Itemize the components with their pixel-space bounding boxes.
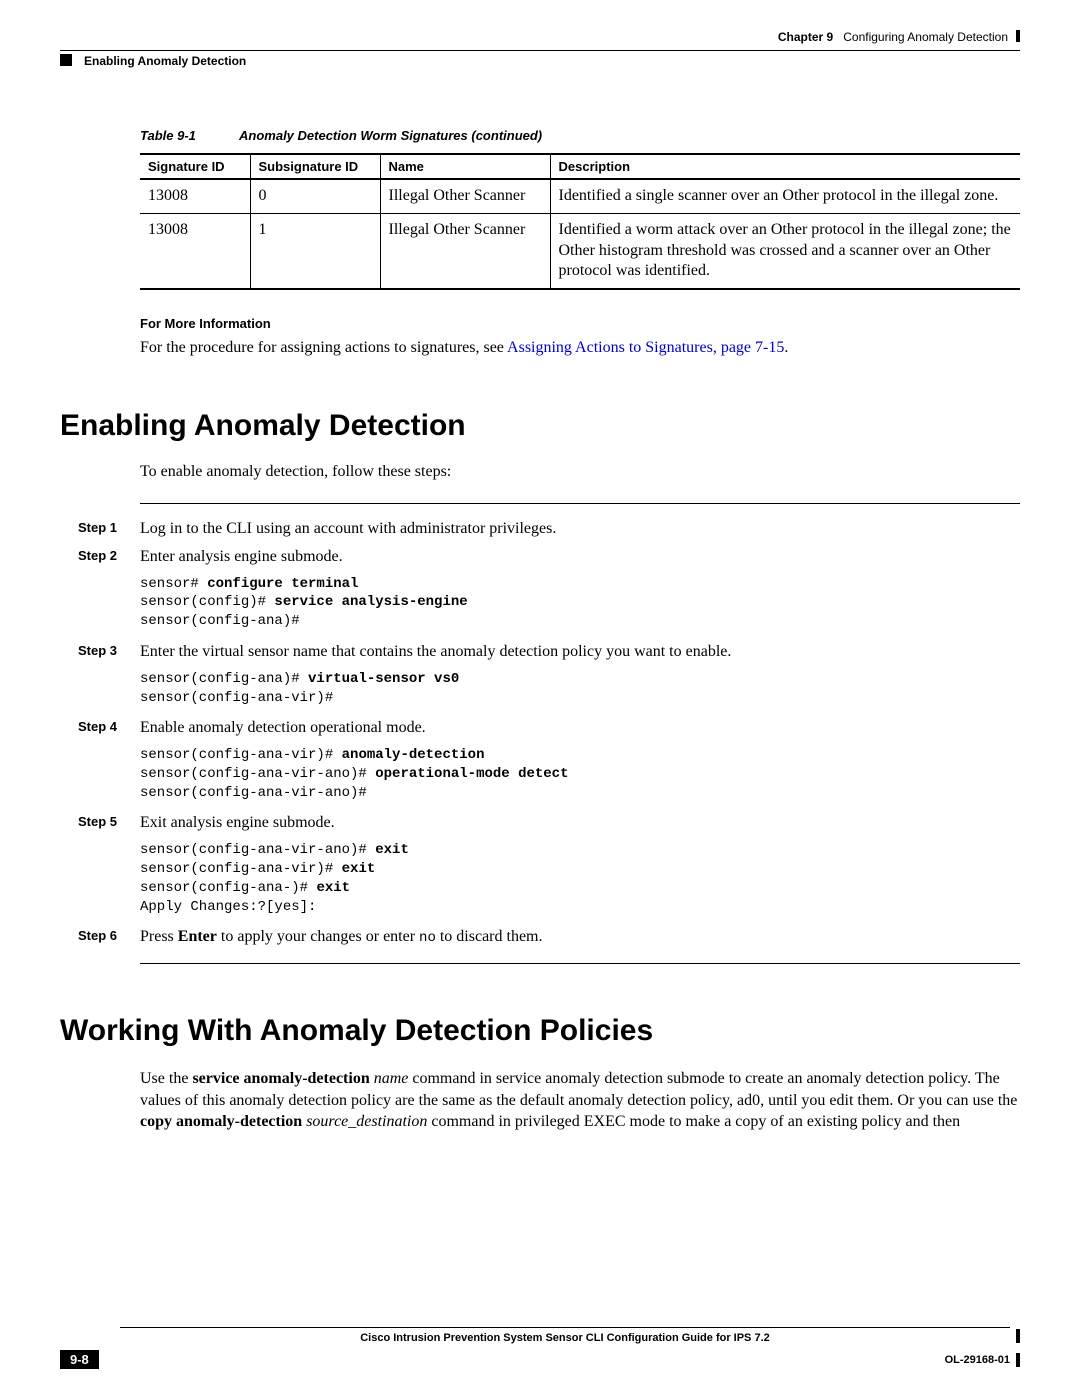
code-block: sensor(config-ana-vir)# anomaly-detectio…	[140, 746, 1020, 803]
cell-desc: Identified a worm attack over an Other p…	[550, 213, 1020, 289]
step-4: Step 4 Enable anomaly detection operatio…	[140, 717, 1020, 739]
code-block: sensor(config-ana)# virtual-sensor vs0 s…	[140, 670, 1020, 708]
more-info-heading: For More Information	[140, 316, 1020, 331]
signatures-table: Signature ID Subsignature ID Name Descri…	[140, 153, 1020, 290]
step-label: Step 5	[78, 812, 140, 834]
footer-end-bar-icon	[1016, 1353, 1020, 1367]
cell-subsig: 0	[250, 179, 380, 213]
header-bar-end	[1016, 30, 1020, 42]
cell-name: Illegal Other Scanner	[380, 213, 550, 289]
step-label: Step 2	[78, 546, 140, 568]
table-row: 13008 1 Illegal Other Scanner Identified…	[140, 213, 1020, 289]
step-1: Step 1 Log in to the CLI using an accoun…	[140, 518, 1020, 540]
table-header-row: Signature ID Subsignature ID Name Descri…	[140, 154, 1020, 179]
table-title: Anomaly Detection Worm Signatures (conti…	[239, 128, 542, 143]
step-divider	[140, 503, 1020, 504]
chapter-label: Chapter 9	[778, 30, 833, 44]
cell-sigid: 13008	[140, 179, 250, 213]
step-text: Enter analysis engine submode.	[140, 546, 1020, 568]
step-text: Enable anomaly detection operational mod…	[140, 717, 1020, 739]
col-header: Signature ID	[140, 154, 250, 179]
step-6: Step 6 Press Enter to apply your changes…	[140, 926, 1020, 949]
policies-heading: Working With Anomaly Detection Policies	[60, 1014, 1020, 1048]
assigning-actions-link[interactable]: Assigning Actions to Signatures, page 7-…	[507, 339, 784, 356]
page-footer: Cisco Intrusion Prevention System Sensor…	[60, 1327, 1020, 1369]
code-block: sensor(config-ana-vir-ano)# exit sensor(…	[140, 841, 1020, 917]
running-header-left: Enabling Anomaly Detection	[60, 50, 1020, 68]
cell-subsig: 1	[250, 213, 380, 289]
step-2: Step 2 Enter analysis engine submode.	[140, 546, 1020, 568]
table-caption: Table 9-1 Anomaly Detection Worm Signatu…	[140, 128, 1020, 143]
cell-name: Illegal Other Scanner	[380, 179, 550, 213]
step-label: Step 3	[78, 641, 140, 663]
policies-paragraph: Use the service anomaly-detection name c…	[140, 1068, 1020, 1133]
enabling-intro: To enable anomaly detection, follow thes…	[140, 463, 1020, 481]
header-square-icon	[60, 54, 72, 66]
col-header: Subsignature ID	[250, 154, 380, 179]
footer-bottom-row: 9-8 OL-29168-01	[60, 1350, 1020, 1369]
content-area: Table 9-1 Anomaly Detection Worm Signatu…	[60, 128, 1020, 1133]
code-block: sensor# configure terminal sensor(config…	[140, 575, 1020, 632]
step-text: Press Enter to apply your changes or ent…	[140, 926, 1020, 949]
more-info-text: For the procedure for assigning actions …	[140, 337, 1020, 359]
footer-guide-title: Cisco Intrusion Prevention System Sensor…	[120, 1327, 1010, 1344]
running-header-right: Chapter 9 Configuring Anomaly Detection	[60, 30, 1020, 44]
table-label: Table 9-1	[140, 128, 196, 143]
step-text: Enter the virtual sensor name that conta…	[140, 641, 1020, 663]
table-row: 13008 0 Illegal Other Scanner Identified…	[140, 179, 1020, 213]
step-divider	[140, 963, 1020, 964]
section-breadcrumb: Enabling Anomaly Detection	[84, 51, 246, 68]
footer-guide-row: Cisco Intrusion Prevention System Sensor…	[120, 1327, 1020, 1344]
cell-desc: Identified a single scanner over an Othe…	[550, 179, 1020, 213]
more-info-prefix: For the procedure for assigning actions …	[140, 339, 507, 356]
page-number-badge: 9-8	[60, 1350, 99, 1369]
step-label: Step 1	[78, 518, 140, 540]
step-label: Step 6	[78, 926, 140, 949]
step-3: Step 3 Enter the virtual sensor name tha…	[140, 641, 1020, 663]
step-text: Exit analysis engine submode.	[140, 812, 1020, 834]
page-container: Chapter 9 Configuring Anomaly Detection …	[0, 0, 1080, 1133]
chapter-title: Configuring Anomaly Detection	[843, 30, 1008, 44]
steps-block: Step 1 Log in to the CLI using an accoun…	[140, 503, 1020, 964]
doc-number: OL-29168-01	[945, 1354, 1010, 1366]
more-info-suffix: .	[784, 339, 788, 356]
footer-bar-end	[1016, 1329, 1020, 1343]
step-text: Log in to the CLI using an account with …	[140, 518, 1020, 540]
col-header: Description	[550, 154, 1020, 179]
step-5: Step 5 Exit analysis engine submode.	[140, 812, 1020, 834]
col-header: Name	[380, 154, 550, 179]
cell-sigid: 13008	[140, 213, 250, 289]
step-label: Step 4	[78, 717, 140, 739]
enabling-heading: Enabling Anomaly Detection	[60, 409, 1020, 443]
